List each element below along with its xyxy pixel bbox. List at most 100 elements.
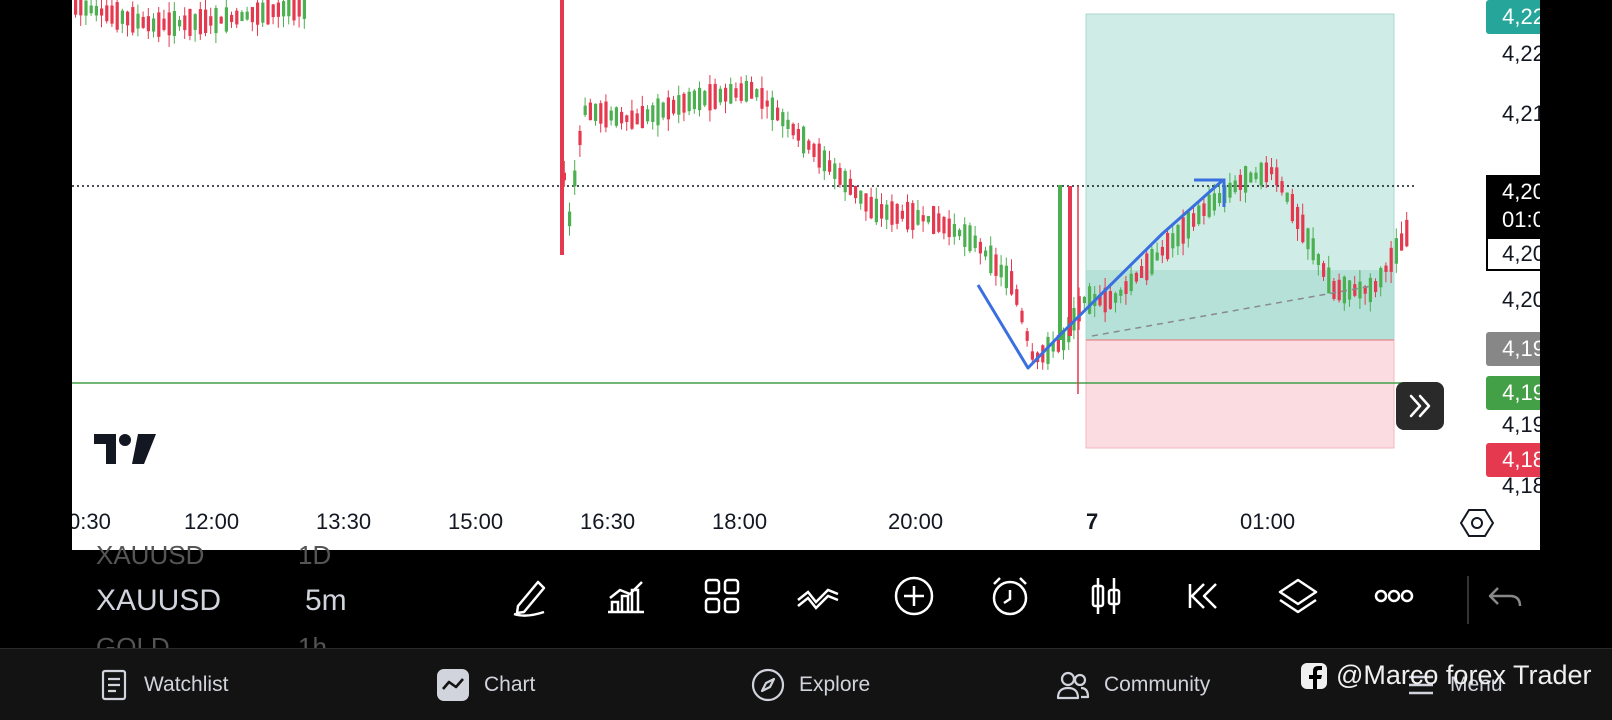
dashed-trend-line bbox=[1091, 285, 1373, 337]
candle-body bbox=[640, 106, 644, 129]
candle-body bbox=[573, 170, 577, 187]
chart-settings-icon[interactable] bbox=[1459, 508, 1495, 543]
layouts-grid-icon bbox=[704, 578, 740, 614]
stop-price-tag: 4,187.24 bbox=[1486, 443, 1540, 477]
candle-body bbox=[152, 18, 156, 32]
candle-body bbox=[1212, 193, 1216, 211]
draw-tool-button[interactable] bbox=[506, 572, 554, 620]
target-price-tag: 4,223.46 bbox=[1486, 0, 1540, 34]
candle-body bbox=[635, 113, 639, 125]
undo-icon bbox=[1488, 587, 1522, 607]
candle-body bbox=[859, 190, 863, 204]
candle-body bbox=[1368, 277, 1372, 303]
candle-body bbox=[978, 241, 982, 254]
candle-body bbox=[1062, 329, 1066, 351]
drawing-tools-button[interactable] bbox=[794, 572, 842, 620]
candle-body bbox=[1228, 182, 1232, 198]
last-price-tag: 4,206.45 bbox=[1486, 237, 1540, 271]
indicators-button[interactable] bbox=[602, 572, 650, 620]
candlestick-chart[interactable] bbox=[72, 0, 1540, 550]
candle-body bbox=[698, 87, 702, 111]
candle-body bbox=[240, 12, 244, 22]
symbol-picker-next[interactable]: GOLD bbox=[96, 632, 170, 648]
candle-body bbox=[1316, 254, 1320, 266]
candle-body bbox=[895, 203, 899, 224]
candle-body bbox=[1068, 186, 1072, 336]
symbol-picker-prev[interactable]: XAUUSD bbox=[96, 540, 205, 570]
interval-picker-prev[interactable]: 1D bbox=[298, 540, 332, 570]
candle-body bbox=[89, 5, 93, 14]
nav-community[interactable]: Community bbox=[1056, 665, 1210, 705]
candle-body bbox=[812, 143, 816, 158]
candle-body bbox=[74, 0, 78, 15]
scroll-to-realtime-button[interactable] bbox=[1396, 382, 1444, 430]
nav-community-label: Community bbox=[1104, 673, 1211, 696]
candle-body bbox=[682, 93, 686, 113]
candle-body bbox=[833, 163, 837, 179]
candle-body bbox=[932, 206, 936, 234]
candle-body bbox=[245, 11, 249, 20]
time-axis-label: 13:30 bbox=[316, 509, 372, 534]
candle-body bbox=[958, 229, 962, 237]
candle-body bbox=[776, 107, 780, 121]
candle-body bbox=[1155, 252, 1159, 261]
candle-body bbox=[750, 81, 754, 99]
interval-picker-next[interactable]: 1h bbox=[298, 632, 327, 648]
candle-body bbox=[900, 210, 904, 219]
candle-body bbox=[302, 0, 306, 19]
layouts-button[interactable] bbox=[698, 572, 746, 620]
candle-body bbox=[734, 88, 738, 98]
chart-canvas[interactable]: 4,220.00 4,215.00 4,200.00 4,190.00 4,18… bbox=[72, 0, 1540, 550]
candle-body bbox=[562, 172, 566, 181]
alert-button[interactable] bbox=[986, 572, 1034, 620]
candle-body bbox=[729, 84, 733, 104]
candle-body bbox=[786, 119, 790, 129]
candle-body bbox=[1046, 336, 1050, 364]
chart-type-button[interactable] bbox=[1082, 572, 1130, 620]
tradingview-logo bbox=[94, 432, 156, 471]
candle-body bbox=[588, 102, 592, 121]
symbol-picker[interactable]: XAUUSD bbox=[96, 584, 222, 617]
candle-body bbox=[713, 83, 717, 109]
facebook-icon bbox=[1301, 662, 1327, 689]
candle-body bbox=[874, 198, 878, 223]
candle-body bbox=[1088, 286, 1092, 314]
candle-body bbox=[1207, 194, 1211, 217]
nav-chart[interactable]: Chart bbox=[436, 665, 535, 705]
layers-button[interactable] bbox=[1274, 572, 1322, 620]
candle-body bbox=[292, 0, 296, 21]
candle-body bbox=[672, 99, 676, 114]
add-button[interactable] bbox=[890, 572, 938, 620]
candle-body bbox=[661, 102, 665, 118]
more-button[interactable] bbox=[1370, 572, 1418, 620]
candle-body bbox=[838, 167, 842, 185]
candle-body bbox=[724, 87, 728, 102]
candle-body bbox=[968, 225, 972, 252]
replay-button[interactable] bbox=[1178, 572, 1226, 620]
interval-picker[interactable]: 5m bbox=[305, 584, 347, 617]
nav-menu[interactable]: Menu bbox=[1406, 665, 1503, 705]
candle-body bbox=[1124, 281, 1128, 295]
nav-chart-label: Chart bbox=[484, 673, 536, 696]
candle-body bbox=[942, 216, 946, 234]
candle-body bbox=[677, 95, 681, 115]
nav-explore[interactable]: Explore bbox=[751, 665, 870, 705]
watermark-text: @Marco forex Trader bbox=[1336, 660, 1592, 690]
candle-body bbox=[79, 0, 83, 16]
candle-body bbox=[864, 193, 868, 212]
nav-watchlist[interactable]: Watchlist bbox=[100, 665, 228, 705]
undo-button[interactable] bbox=[1482, 572, 1530, 620]
candle-body bbox=[687, 91, 691, 112]
candle-body bbox=[1285, 192, 1289, 202]
indicators-icon bbox=[608, 581, 644, 614]
candle-body bbox=[1405, 219, 1409, 247]
candle-body bbox=[1051, 342, 1055, 352]
time-axis-label: 20:00 bbox=[888, 509, 944, 534]
candle-body bbox=[625, 115, 629, 122]
candle-body bbox=[620, 111, 624, 124]
candle-body bbox=[287, 0, 291, 17]
candle-body bbox=[84, 0, 88, 16]
candle-body bbox=[1181, 217, 1185, 244]
time-axis-label: 12:00 bbox=[184, 509, 240, 534]
candle-body bbox=[131, 7, 135, 33]
